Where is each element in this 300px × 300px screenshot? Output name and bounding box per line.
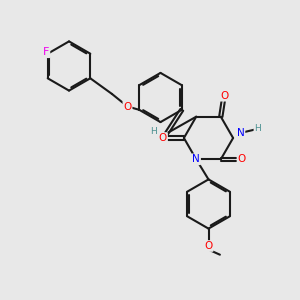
Text: N: N <box>237 128 244 138</box>
Text: O: O <box>159 133 167 143</box>
Text: O: O <box>204 241 213 251</box>
Text: O: O <box>238 154 246 164</box>
Text: O: O <box>220 91 229 101</box>
Text: F: F <box>43 47 50 57</box>
Text: H: H <box>151 128 157 136</box>
Text: O: O <box>123 101 132 112</box>
Text: N: N <box>192 154 200 164</box>
Text: H: H <box>254 124 261 133</box>
